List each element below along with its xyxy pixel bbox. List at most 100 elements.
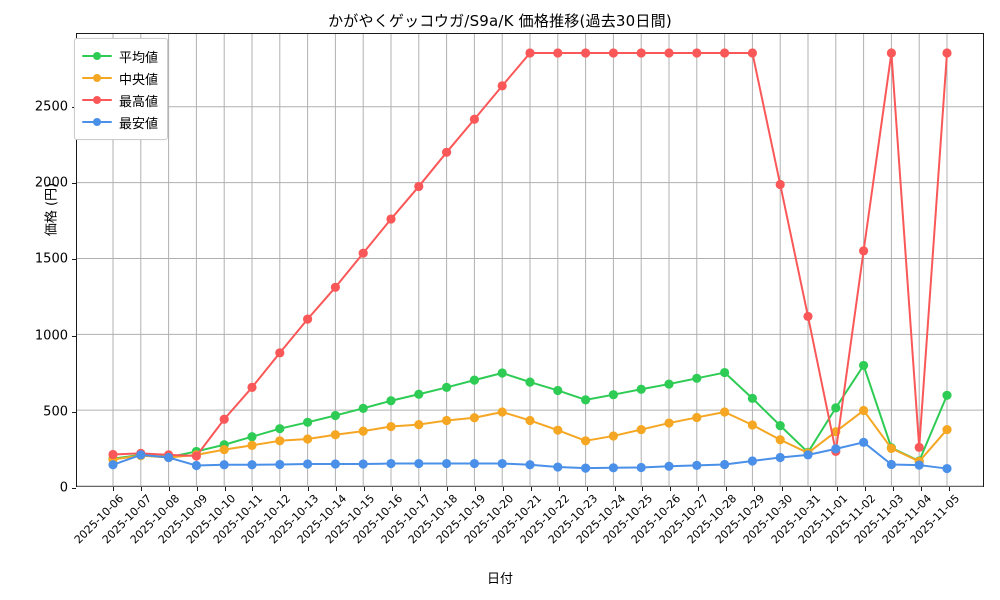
data-point-marker — [469, 413, 479, 423]
data-point-marker — [275, 348, 285, 358]
data-point-marker — [219, 460, 229, 470]
x-axis-tick-labels: 2025-10-06 2025-10-07 2025-10-08 2025-10-09… — [72, 492, 984, 562]
data-series — [108, 48, 952, 461]
data-point-marker — [164, 452, 174, 463]
data-point-marker — [469, 458, 479, 469]
data-point-marker — [525, 48, 535, 58]
data-point-marker — [303, 314, 313, 324]
legend-item[interactable]: 最安値 — [82, 111, 158, 133]
legend-dot-icon — [93, 118, 101, 126]
data-point-marker — [414, 419, 424, 430]
data-point-marker — [636, 462, 646, 473]
legend-label: 中央値 — [119, 72, 159, 88]
data-point-marker — [775, 179, 785, 190]
y-tick-label: 1500 — [34, 251, 68, 267]
data-point-marker — [525, 460, 535, 470]
data-point-marker — [358, 248, 368, 258]
data-point-marker — [664, 48, 674, 58]
legend-item[interactable]: 平均値 — [82, 45, 158, 67]
data-point-marker — [775, 435, 785, 445]
data-point-marker — [664, 461, 674, 471]
data-point-marker — [664, 379, 674, 389]
data-point-marker — [219, 414, 229, 424]
data-point-marker — [191, 460, 201, 471]
data-point-marker — [914, 460, 924, 470]
data-point-marker — [275, 424, 285, 434]
x-tick-mark — [698, 487, 700, 491]
x-tick-mark — [531, 487, 532, 491]
data-point-marker — [553, 425, 563, 435]
data-series — [108, 360, 952, 466]
data-point-marker — [775, 452, 785, 463]
data-point-marker — [525, 377, 535, 387]
y-tick-label: 500 — [43, 404, 68, 420]
data-point-marker — [414, 389, 424, 399]
data-point-marker — [386, 458, 396, 469]
data-point-marker — [692, 412, 702, 423]
y-tick-mark — [72, 335, 76, 337]
data-series-layer — [108, 48, 952, 474]
data-point-marker — [886, 459, 897, 470]
data-point-marker — [859, 437, 869, 447]
data-point-marker — [692, 48, 702, 58]
data-point-marker — [497, 81, 507, 91]
chart-title: かがやくゲッコウガ/S9a/K 価格推移(過去30日間) — [328, 12, 672, 30]
data-point-marker — [553, 48, 563, 58]
data-point-marker — [191, 451, 201, 461]
y-tick-label: 0 — [59, 480, 68, 496]
data-point-marker — [442, 382, 452, 393]
legend-label: 平均値 — [119, 50, 159, 66]
data-point-marker — [581, 48, 591, 58]
y-tick-mark — [72, 488, 76, 489]
data-point-marker — [608, 390, 619, 400]
x-tick-mark — [308, 487, 310, 491]
data-series — [108, 437, 952, 474]
data-point-marker — [386, 396, 396, 406]
data-point-marker — [247, 440, 257, 450]
x-tick-mark — [113, 487, 115, 491]
data-point-marker — [442, 458, 452, 469]
y-axis-tick-labels: 0 500 1000 1500 2000 2500 — [10, 33, 68, 496]
data-point-marker — [720, 367, 730, 378]
data-point-marker — [720, 407, 730, 417]
legend-item[interactable]: 中央値 — [82, 67, 158, 89]
data-point-marker — [886, 48, 897, 58]
data-point-marker — [831, 403, 841, 413]
data-point-marker — [497, 458, 507, 469]
data-point-marker — [636, 384, 646, 394]
y-tick-mark — [72, 259, 76, 261]
x-tick-mark — [642, 487, 644, 491]
legend-swatch-icon — [82, 93, 112, 107]
data-point-marker — [803, 311, 813, 322]
data-point-marker — [275, 459, 285, 470]
data-point-marker — [692, 460, 702, 470]
data-point-marker — [720, 48, 730, 58]
x-axis-label: 日付 — [486, 572, 513, 587]
x-tick-mark — [558, 487, 560, 491]
x-tick-mark — [196, 487, 198, 491]
data-point-marker — [859, 246, 869, 256]
x-tick-mark — [781, 487, 783, 491]
legend-item[interactable]: 最高値 — [82, 89, 158, 111]
data-point-marker — [108, 449, 118, 460]
data-point-marker — [747, 393, 758, 403]
data-point-marker — [330, 410, 340, 421]
x-axis-tick-marks — [76, 487, 984, 493]
data-point-marker — [553, 462, 563, 472]
x-tick-mark — [893, 487, 895, 491]
x-tick-mark — [391, 487, 393, 491]
legend-dot-icon — [93, 52, 101, 60]
data-point-marker — [608, 48, 619, 58]
x-tick-mark — [753, 487, 755, 491]
data-series — [108, 405, 952, 467]
x-tick-mark — [419, 487, 421, 491]
x-tick-mark — [335, 487, 337, 491]
x-tick-mark — [921, 487, 923, 491]
data-point-marker — [775, 421, 785, 431]
x-tick-mark — [363, 487, 365, 491]
data-point-marker — [942, 390, 952, 400]
data-point-marker — [525, 415, 535, 426]
x-tick-mark — [447, 487, 449, 491]
data-point-marker — [581, 395, 591, 405]
x-tick-mark — [614, 487, 616, 491]
